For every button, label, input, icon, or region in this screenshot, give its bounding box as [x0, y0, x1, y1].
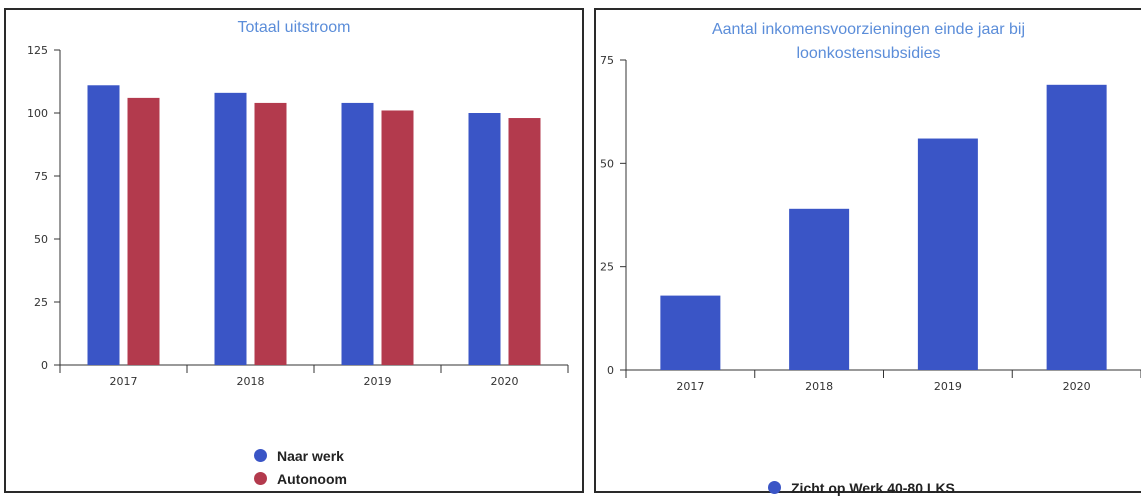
- legend-item-autonoom[interactable]: Autonoom: [254, 467, 347, 490]
- chart-title-line-2: loonkostensubsidies: [796, 45, 941, 62]
- y-tick-label: 25: [34, 296, 48, 309]
- bar: [468, 113, 501, 365]
- y-tick-label: 100: [27, 107, 48, 120]
- x-tick-label: 2017: [110, 375, 138, 388]
- legend-swatch: [768, 481, 781, 494]
- bar: [381, 110, 414, 365]
- x-tick-label: 2020: [1063, 380, 1091, 393]
- x-tick-label: 2018: [237, 375, 265, 388]
- bar: [789, 208, 850, 370]
- chart-plot: 0 25 50 75 2017 2018 2019 2020: [600, 54, 1141, 393]
- bar: [660, 295, 721, 370]
- x-tick-label: 2017: [676, 380, 704, 393]
- y-tick-label: 25: [600, 261, 614, 274]
- bar: [917, 138, 978, 370]
- legend: Zicht op Werk 40-80 LKS: [768, 476, 955, 499]
- y-tick-label: 125: [27, 44, 48, 57]
- bar: [341, 102, 374, 366]
- y-tick-label: 0: [41, 359, 48, 372]
- legend-label: Autonoom: [277, 470, 347, 487]
- y-tick-label: 75: [600, 54, 614, 67]
- bar: [87, 85, 120, 365]
- y-tick-label: 50: [600, 157, 614, 170]
- chart-panel-totaal-uitstroom: Totaal uitstroom 0 25 50 75 100 125 2017 2018 20…: [4, 8, 584, 493]
- chart-title: Aantal inkomensvoorzieningen einde jaar …: [596, 18, 1141, 66]
- legend-item-naar-werk[interactable]: Naar werk: [254, 444, 347, 467]
- legend-swatch: [254, 449, 267, 462]
- legend: Naar werk Autonoom: [254, 444, 347, 490]
- legend-label: Naar werk: [277, 447, 344, 464]
- x-tick-label: 2020: [491, 375, 519, 388]
- chart-panel-loonkostensubsidies: Aantal inkomensvoorzieningen einde jaar …: [594, 8, 1141, 496]
- bar: [127, 97, 160, 365]
- y-tick-label: 0: [607, 364, 614, 377]
- bar: [254, 102, 287, 366]
- legend-item-zicht-op-werk[interactable]: Zicht op Werk 40-80 LKS: [768, 476, 955, 499]
- bar: [214, 92, 247, 365]
- x-tick-label: 2019: [934, 380, 962, 393]
- legend-label: Zicht op Werk 40-80 LKS: [791, 479, 955, 496]
- y-tick-label: 75: [34, 170, 48, 183]
- chart-title-line-1: Aantal inkomensvoorzieningen einde jaar …: [711, 21, 1026, 38]
- y-tick-label: 50: [34, 233, 48, 246]
- legend-swatch: [254, 472, 267, 485]
- bar: [508, 118, 541, 365]
- chart-title: Totaal uitstroom: [237, 19, 351, 36]
- bar: [1046, 84, 1107, 371]
- x-tick-label: 2019: [364, 375, 392, 388]
- x-tick-label: 2018: [805, 380, 833, 393]
- chart-plot: 0 25 50 75 100 125 2017 2018 2019 2020: [27, 44, 569, 388]
